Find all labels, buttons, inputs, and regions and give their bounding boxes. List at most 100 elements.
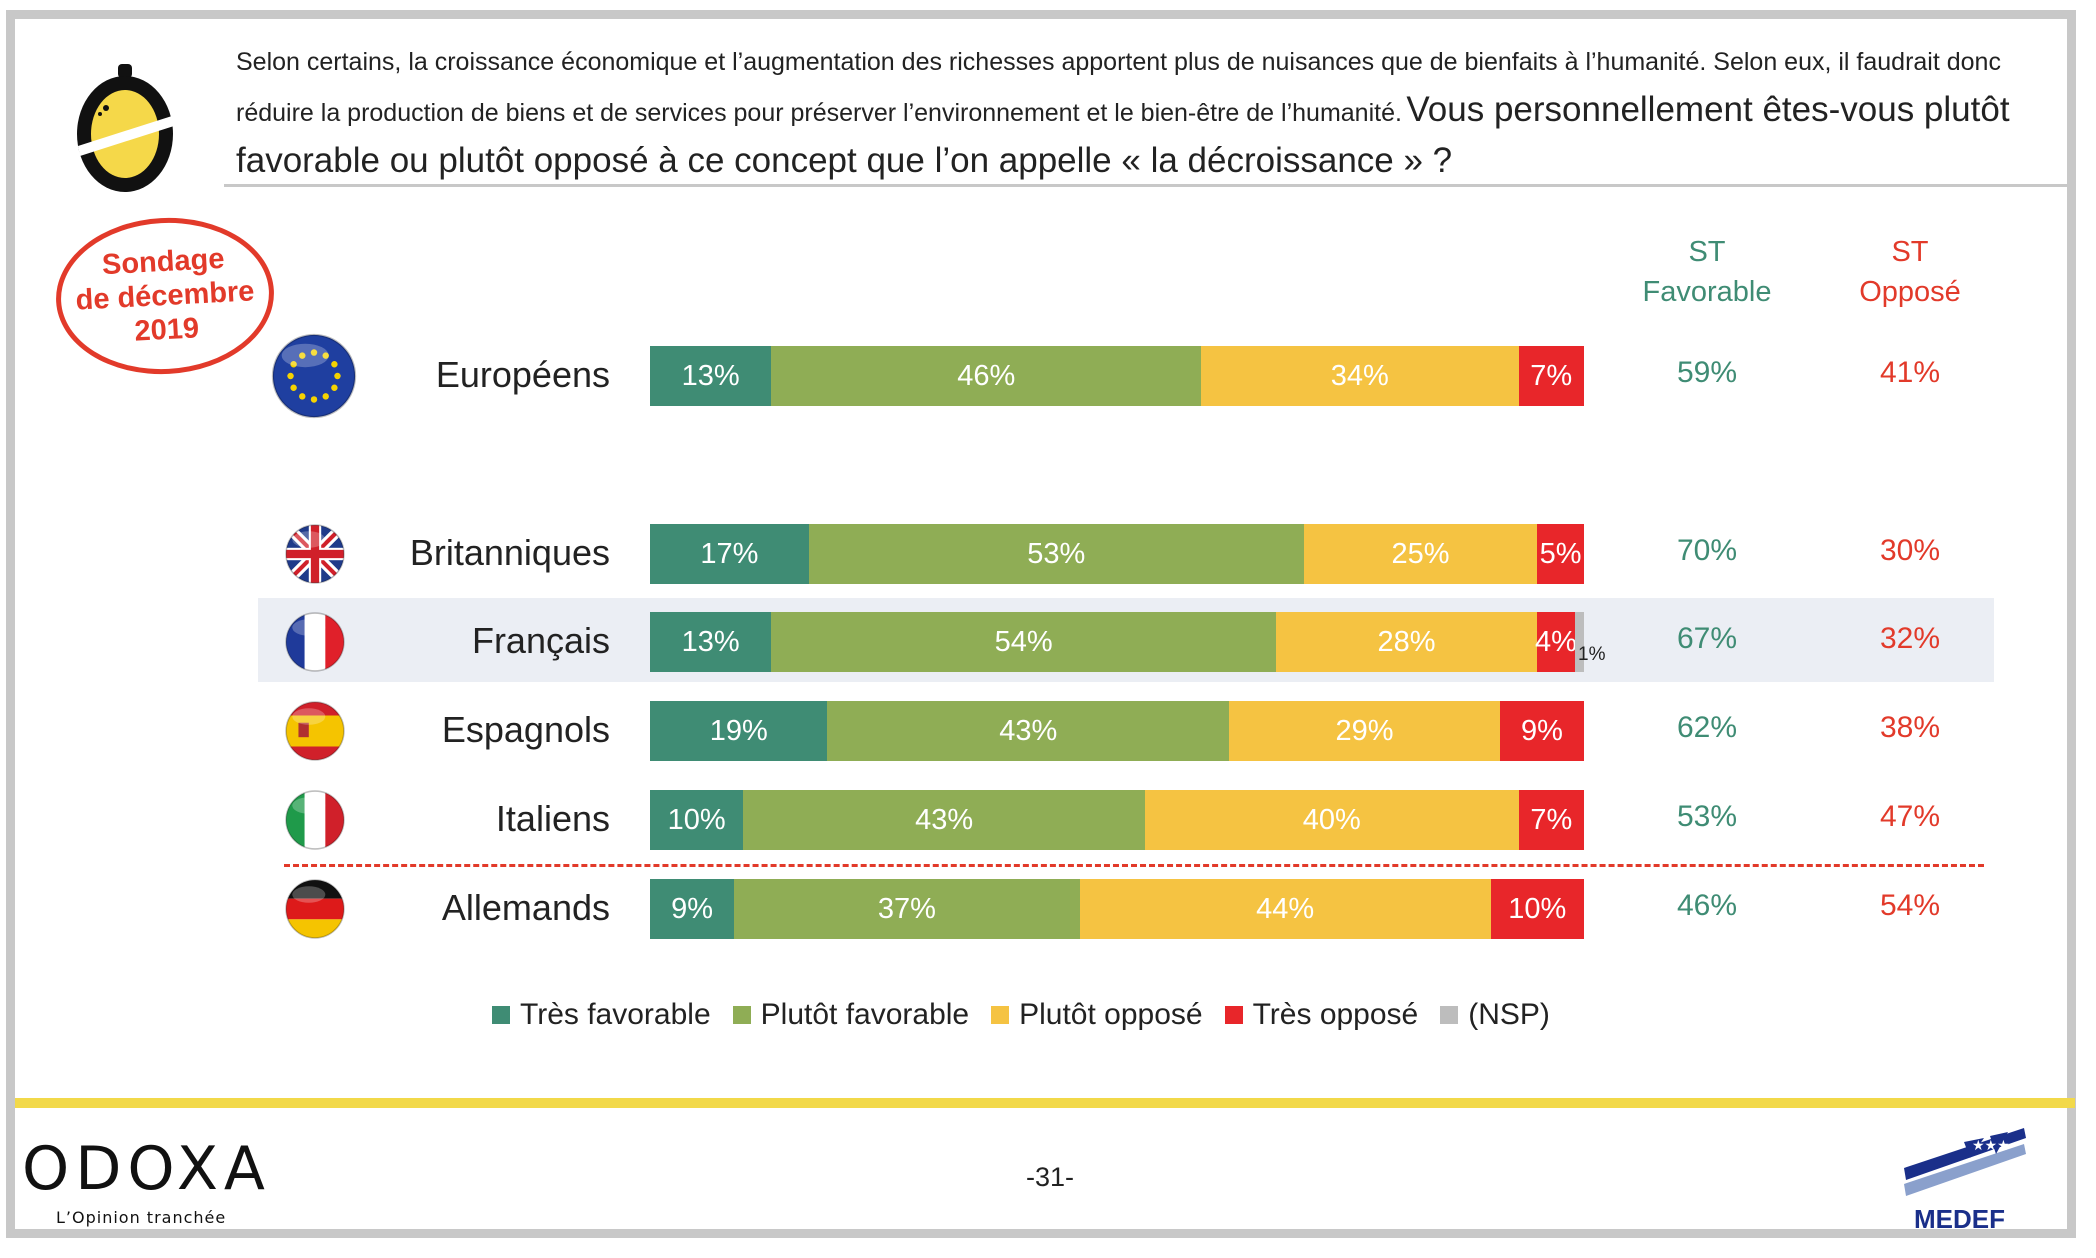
bar-value-label: 40% [1302,803,1361,836]
legend-label: Très opposé [1252,998,1419,1031]
legend-label: Très favorable [520,998,711,1031]
germany-flag-icon [285,879,345,939]
legend-item-tres-oppose: Très opposé [1224,998,1419,1032]
svg-text:★★★: ★★★ [1972,1138,2010,1154]
st-oppose-header-line2: Opposé [1859,276,1961,308]
st-oppose-value: 41% [1879,356,1941,389]
bar-value-label: 9% [1520,714,1563,747]
bar-segment: 10% [650,790,744,850]
stacked-bar: 13% 54% 28% 4% [650,612,1584,672]
stacked-bar: 13% 46% 34% 7% [650,346,1584,406]
bar-segment: 44% [1079,879,1491,939]
legend-swatch [732,1006,751,1024]
bar-segment: 19% [650,701,828,761]
st-favorable-value: 70% [1676,534,1738,567]
bar-segment: 29% [1229,701,1500,761]
bar-segment: 40% [1145,790,1519,850]
medef-wordmark: MEDEF [1914,1204,2005,1234]
st-oppose-header-line1: ST [1891,236,1929,268]
legend-swatch [1440,1006,1459,1024]
bar-segment: 5% [1537,524,1584,584]
bar-segment: 43% [743,790,1145,850]
st-favorable-header-line1: ST [1688,236,1726,268]
bar-value-label: 13% [681,625,740,658]
dashed-separator [284,864,1984,867]
footer-rule [15,1098,2075,1108]
st-favorable-value: 62% [1676,711,1738,744]
stacked-bar: 10% 43% 40% 7% [650,790,1584,850]
category-label: Français [471,620,610,661]
eu-flag-icon [271,333,357,419]
bar-value-label: 5% [1539,537,1582,570]
bar-value-label: 43% [999,714,1058,747]
bar-segment: 9% [1499,701,1584,761]
bar-segment: 17% [650,524,809,584]
bar-value-label: 37% [877,892,936,925]
st-favorable-value: 46% [1676,889,1738,922]
st-favorable-header-line2: Favorable [1642,276,1772,308]
stacked-bar: 19% 43% 29% 9% [650,701,1584,761]
legend-item-plutot-oppose: Plutôt opposé [991,998,1203,1032]
st-favorable-value: 59% [1676,356,1738,389]
bar-value-label: 19% [709,714,768,747]
category-label: Européens [435,354,610,395]
category-label: Allemands [441,887,610,928]
bar-value-label: 7% [1530,803,1573,836]
stacked-bar: 9% 37% 44% 10% [650,879,1584,939]
bar-value-label: 7% [1530,359,1573,392]
st-oppose-value: 30% [1879,534,1941,567]
bar-value-label: 17% [700,537,759,570]
legend-item-nsp: (NSP) [1440,998,1550,1032]
bar-segment: 28% [1275,612,1538,672]
bar-value-label: 25% [1391,537,1450,570]
legend-label: Plutôt opposé [1019,998,1203,1031]
bar-value-label: 53% [1027,537,1086,570]
bar-value-label: 10% [667,803,726,836]
bar-segment: 34% [1201,346,1519,406]
stacked-bar: 17% 53% 25% 5% [650,524,1584,584]
st-favorable-value: 67% [1676,622,1738,655]
question-main: Vous personnellement êtes-vous plutôt fa… [236,90,2010,180]
bar-segment: 54% [771,612,1276,672]
spain-flag-icon [285,701,345,761]
bar-segment: 43% [827,701,1230,761]
bar-segment: 25% [1303,524,1538,584]
bar-value-label: 46% [957,359,1016,392]
legend-swatch [492,1006,510,1024]
bar-value-label: 4% [1535,625,1577,658]
page-number: -31- [1025,1162,1074,1192]
question-divider [224,184,2072,187]
st-oppose-value: 38% [1879,711,1941,744]
bar-value-label: 28% [1377,625,1436,658]
legend-label: (NSP) [1468,998,1550,1031]
st-oppose-header: ST Opposé [1800,232,2020,312]
france-flag-icon [285,612,345,672]
bar-value-label: 44% [1256,892,1315,925]
st-favorable-value: 53% [1676,800,1738,833]
bar-value-label: 13% [681,359,740,392]
chart-legend: Très favorable Plutôt favorable Plutôt o… [492,998,1572,1032]
st-oppose-value: 32% [1879,622,1941,655]
question-context: Selon certains, la croissance économique… [236,48,2001,127]
medef-logo-icon: ★★★ [1904,1128,2026,1196]
bar-segment: 46% [771,346,1202,406]
bar-value-label: 54% [994,625,1053,658]
legend-label: Plutôt favorable [760,998,970,1031]
uk-flag-icon [285,524,345,584]
bar-segment: 9% [650,879,735,939]
st-oppose-value: 47% [1879,800,1941,833]
st-favorable-header: ST Favorable [1597,232,1817,312]
bar-value-label: 10% [1508,892,1567,925]
bar-value-label: 9% [671,892,713,925]
legend-swatch [991,1006,1010,1024]
bar-value-label: 43% [915,803,974,836]
bar-value-label: 29% [1335,714,1394,747]
question-text: Selon certains, la croissance économique… [236,40,2036,190]
bar-segment: 7% [1518,346,1584,406]
legend-swatch [1224,1006,1243,1024]
nsp-value-label: 1% [1578,644,1606,665]
category-label: Italiens [495,798,610,839]
odoxa-logo: ODOXA [22,1134,271,1204]
st-oppose-value: 54% [1879,889,1941,922]
bar-segment: 10% [1490,879,1584,939]
